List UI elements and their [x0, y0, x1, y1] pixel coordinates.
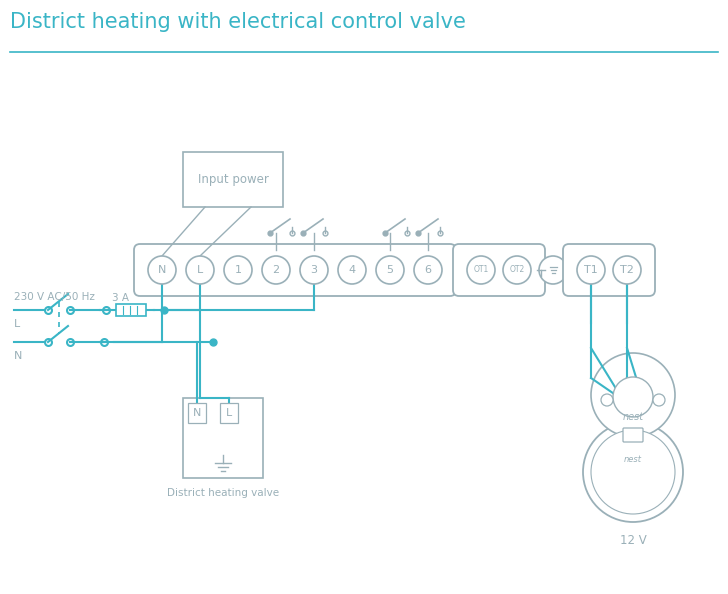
Text: T2: T2	[620, 265, 634, 275]
FancyBboxPatch shape	[183, 152, 283, 207]
Circle shape	[591, 430, 675, 514]
Circle shape	[414, 256, 442, 284]
Circle shape	[224, 256, 252, 284]
Circle shape	[338, 256, 366, 284]
Text: District heating with electrical control valve: District heating with electrical control…	[10, 12, 466, 32]
Text: Input power: Input power	[197, 173, 269, 186]
Text: 3 A: 3 A	[113, 293, 130, 303]
Text: 12 V: 12 V	[620, 534, 646, 547]
Circle shape	[376, 256, 404, 284]
Circle shape	[653, 394, 665, 406]
Circle shape	[601, 394, 613, 406]
Text: 1: 1	[234, 265, 242, 275]
Text: L: L	[226, 408, 232, 418]
Text: L: L	[14, 319, 20, 329]
FancyBboxPatch shape	[220, 403, 238, 423]
Text: District heating valve: District heating valve	[167, 488, 279, 498]
FancyBboxPatch shape	[134, 244, 456, 296]
Circle shape	[148, 256, 176, 284]
Text: 230 V AC/50 Hz: 230 V AC/50 Hz	[14, 292, 95, 302]
Text: N: N	[158, 265, 166, 275]
Text: OT1: OT1	[473, 266, 488, 274]
Circle shape	[503, 256, 531, 284]
Text: T1: T1	[584, 265, 598, 275]
Text: 5: 5	[387, 265, 394, 275]
Circle shape	[583, 422, 683, 522]
FancyBboxPatch shape	[116, 304, 146, 316]
Text: 2: 2	[272, 265, 280, 275]
Text: L: L	[197, 265, 203, 275]
Circle shape	[300, 256, 328, 284]
Text: 6: 6	[424, 265, 432, 275]
Text: nest: nest	[622, 412, 644, 422]
FancyBboxPatch shape	[623, 428, 643, 442]
FancyBboxPatch shape	[453, 244, 545, 296]
FancyBboxPatch shape	[188, 403, 206, 423]
Text: N: N	[14, 351, 23, 361]
Circle shape	[577, 256, 605, 284]
Circle shape	[591, 353, 675, 437]
Text: OT2: OT2	[510, 266, 525, 274]
Circle shape	[613, 377, 653, 417]
Circle shape	[467, 256, 495, 284]
FancyBboxPatch shape	[183, 398, 263, 478]
Circle shape	[186, 256, 214, 284]
Text: 3: 3	[311, 265, 317, 275]
Circle shape	[613, 256, 641, 284]
Circle shape	[262, 256, 290, 284]
FancyBboxPatch shape	[563, 244, 655, 296]
Text: N: N	[193, 408, 201, 418]
Text: 4: 4	[349, 265, 355, 275]
Circle shape	[539, 256, 567, 284]
Text: nest: nest	[624, 456, 642, 465]
